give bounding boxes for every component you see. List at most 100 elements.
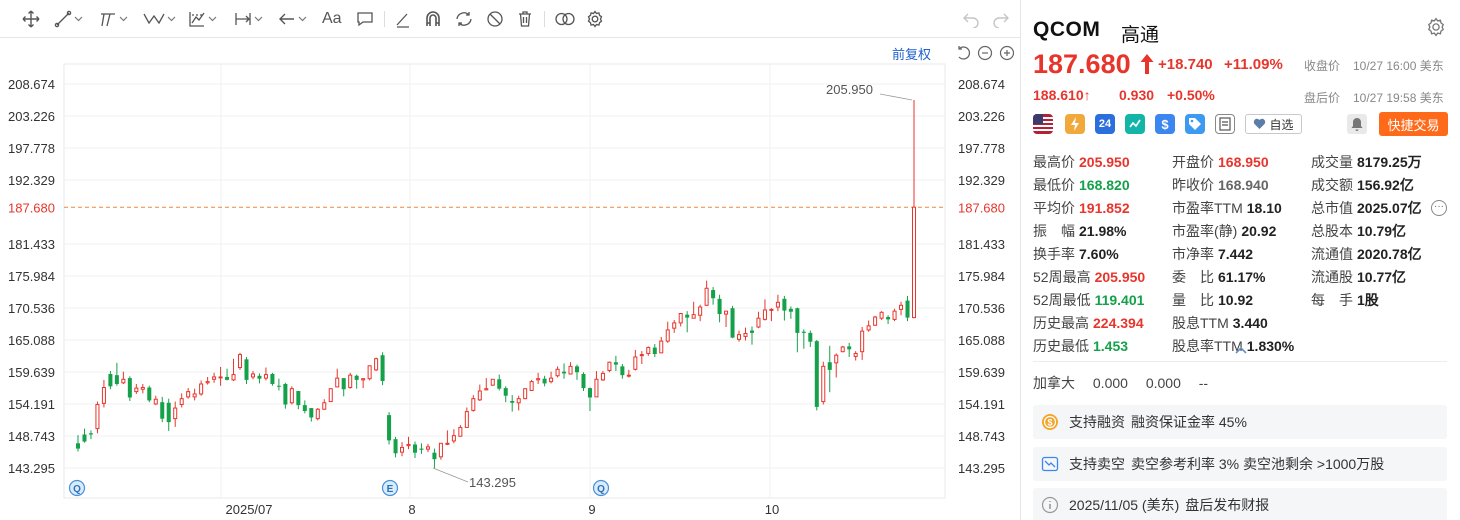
quarterly-event-marker[interactable]: Q <box>592 479 610 497</box>
candle-body <box>698 306 703 316</box>
stat-label: 流通股 <box>1311 269 1353 285</box>
candle-body <box>788 308 793 312</box>
text-icon[interactable]: Aa <box>322 10 342 27</box>
stat-item: 最低价 168.820 <box>1033 175 1130 195</box>
candle-body <box>263 374 268 379</box>
stat-label: 总市值 <box>1311 200 1353 216</box>
candle-body <box>393 439 398 454</box>
short-detail: 卖空参考利率 3% 卖空池剩余 >1000万股 <box>1131 456 1385 472</box>
document-icon[interactable] <box>1215 114 1235 134</box>
candle-body <box>827 362 832 370</box>
sync-icon[interactable] <box>454 8 474 30</box>
extended-hours-24-badge[interactable]: 24 <box>1095 114 1115 134</box>
zoom-out-icon[interactable] <box>977 45 993 61</box>
stat-label: 昨收价 <box>1172 177 1214 193</box>
candle-body <box>160 402 165 419</box>
margin-info-row[interactable]: $ 支持融资 融资保证金率 45% <box>1033 405 1447 439</box>
candle-body <box>419 448 424 450</box>
tag-icon[interactable] <box>1185 114 1205 134</box>
chevron-up-icon[interactable] <box>1234 345 1248 355</box>
more-icon[interactable]: ··· <box>1431 200 1447 216</box>
close-price-label: 收盘价 <box>1304 59 1341 73</box>
stat-label: 最高价 <box>1033 154 1075 170</box>
compare-icon[interactable] <box>554 8 576 30</box>
line-icon[interactable] <box>54 8 83 30</box>
pen-icon[interactable] <box>394 8 412 30</box>
candle-body <box>756 317 761 328</box>
candle-body <box>652 347 657 355</box>
candle-body <box>75 443 81 449</box>
coin-icon: $ <box>1042 414 1058 430</box>
comment-icon[interactable] <box>356 8 374 30</box>
plot-frame <box>63 63 946 499</box>
stat-item: 历史最高 224.394 <box>1033 313 1144 333</box>
candle-body <box>387 415 392 441</box>
y-tick-label-left: 181.433 <box>8 237 55 252</box>
candle-body <box>769 308 774 311</box>
candle-body <box>821 365 826 403</box>
chevron-down-icon <box>74 16 83 22</box>
delete-icon[interactable] <box>516 8 534 30</box>
candle-body <box>620 366 625 376</box>
y-tick-label-left: 159.639 <box>8 365 55 380</box>
candle-body <box>847 346 852 350</box>
event-marker-circle <box>381 479 399 497</box>
wave-icon[interactable] <box>143 8 176 30</box>
svg-text:$: $ <box>1161 117 1169 132</box>
candle-body <box>646 347 651 354</box>
stat-label: 委 比 <box>1172 269 1214 285</box>
chevron-down-icon <box>254 16 263 22</box>
candle-body <box>302 405 307 411</box>
candle-body <box>594 378 599 398</box>
redo-icon[interactable] <box>992 8 1010 30</box>
us-flag-icon[interactable] <box>1033 114 1053 134</box>
candle-body <box>250 373 255 378</box>
dollar-icon[interactable]: $ <box>1155 114 1175 134</box>
arrow-icon[interactable] <box>278 8 307 30</box>
pattern-icon[interactable] <box>188 8 217 30</box>
canada-value-3: -- <box>1198 375 1209 391</box>
heart-icon <box>1254 118 1266 129</box>
stat-label: 市盈率TTM <box>1172 200 1243 216</box>
reset-icon[interactable] <box>955 45 971 61</box>
undo-icon[interactable] <box>962 8 980 30</box>
candle-body <box>212 376 217 380</box>
stats-row: 52周最高 205.950 委 比 61.17% 流通股 10.77亿 <box>1033 265 1453 288</box>
candle-body <box>328 388 333 403</box>
quarterly-event-marker[interactable]: Q <box>68 479 86 497</box>
gear-icon[interactable] <box>1426 17 1446 37</box>
stats-grid: 最高价 205.950 开盘价 168.950 成交量 8179.25万 最低价 168.82… <box>1033 150 1453 357</box>
earnings-event-marker[interactable]: E <box>381 479 399 497</box>
candle-body <box>905 300 910 318</box>
earnings-info-row[interactable]: 2025/11/05 (美东) 盘后发布财报 <box>1033 488 1447 520</box>
add-watchlist-button[interactable]: 自选 <box>1245 114 1302 134</box>
hide-icon[interactable] <box>486 8 504 30</box>
chevron-down-icon <box>208 16 217 22</box>
short-chart-icon <box>1041 456 1059 472</box>
y-tick-label-right: 165.088 <box>958 333 1005 348</box>
candle-body <box>361 378 366 381</box>
zoom-in-icon[interactable] <box>999 45 1015 61</box>
candle-body <box>892 310 897 320</box>
candle-body <box>762 309 767 320</box>
magnet-icon[interactable] <box>424 8 442 30</box>
gear-icon[interactable] <box>586 8 604 30</box>
measure-icon[interactable] <box>234 8 263 30</box>
move-icon[interactable] <box>22 8 40 30</box>
stat-item: 总市值 2025.07亿 <box>1311 198 1422 218</box>
channel-icon[interactable] <box>99 8 128 30</box>
price-adjust-toggle[interactable]: 前复权 <box>892 47 932 62</box>
chart-pattern-icon[interactable] <box>1125 114 1145 134</box>
stat-item: 52周最低 119.401 <box>1033 290 1144 310</box>
lightning-icon[interactable] <box>1065 114 1085 134</box>
quick-trade-button[interactable]: 快捷交易 <box>1379 112 1448 136</box>
short-sell-info-row[interactable]: 支持卖空 卖空参考利率 3% 卖空池剩余 >1000万股 <box>1033 447 1447 481</box>
candlestick-chart[interactable]: 208.674 208.674 203.226 203.226 197.778 197.7… <box>0 38 1020 520</box>
after-hours-change-percent: +0.50% <box>1167 87 1215 103</box>
bell-icon[interactable] <box>1347 114 1367 134</box>
y-tick-label-left: 192.329 <box>8 173 55 188</box>
candle-body <box>412 444 418 453</box>
quote-panel: QCOM 高通 187.680 +18.740 +11.09% 收盘价 10/2… <box>1020 0 1460 520</box>
y-tick-label-left: 154.191 <box>8 397 55 412</box>
candle-body <box>549 377 554 383</box>
